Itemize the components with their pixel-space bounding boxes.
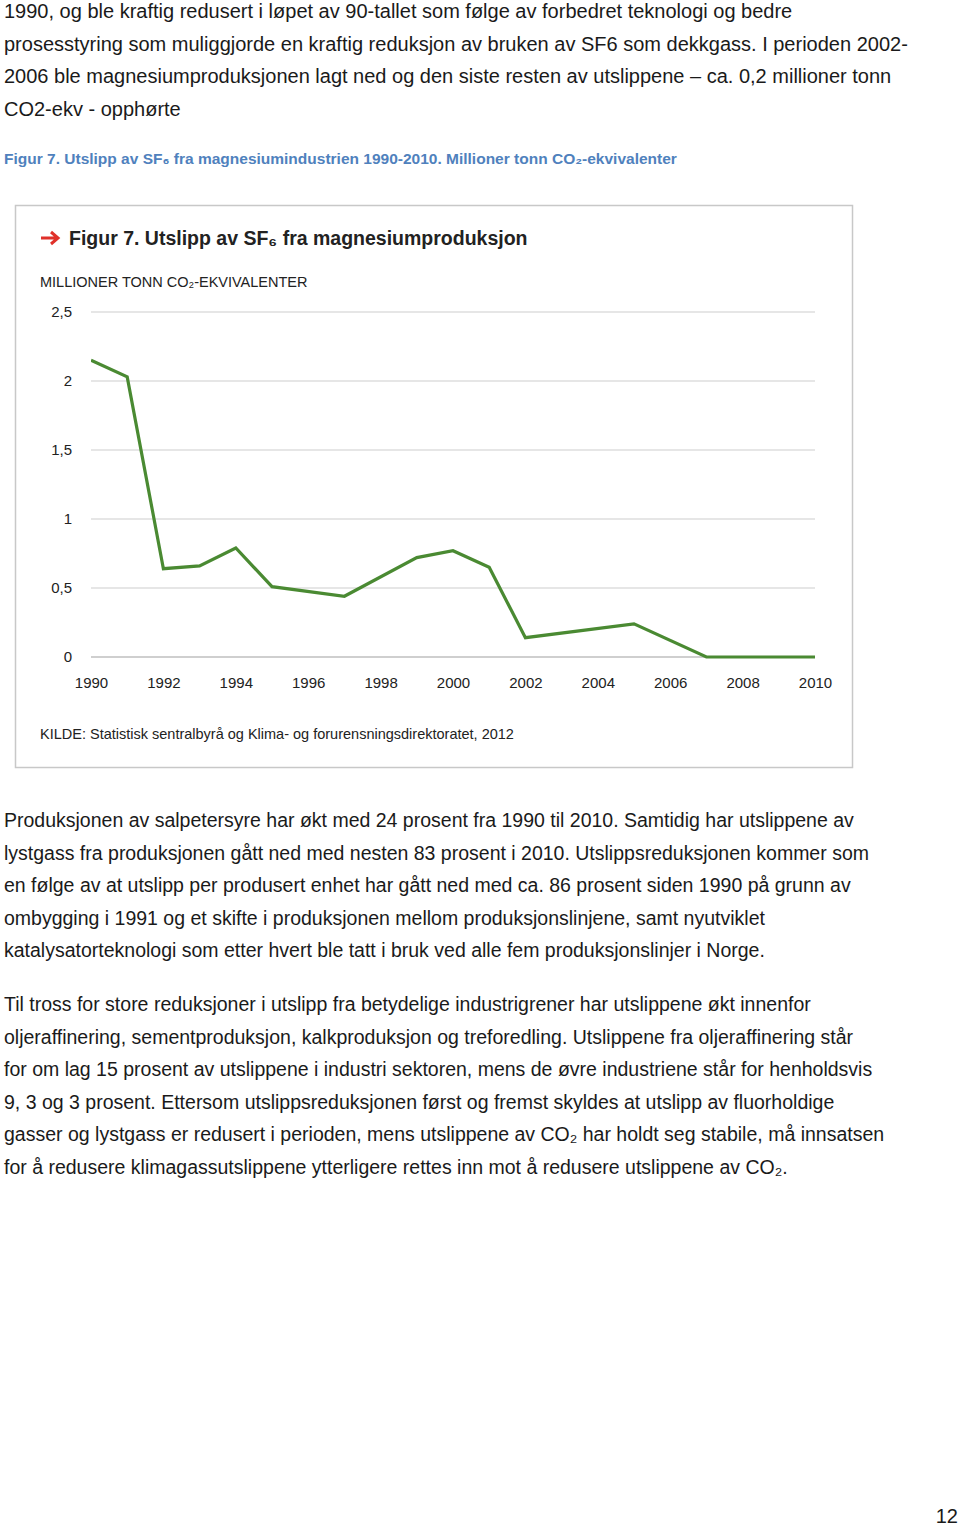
x-tick: 1998 bbox=[364, 674, 397, 691]
x-tick: 1994 bbox=[220, 674, 253, 691]
body-line: CO2-ekv - opphørte bbox=[4, 98, 181, 120]
x-tick-label: 2008 bbox=[726, 674, 759, 691]
y-tick-label: 2 bbox=[64, 372, 72, 389]
body-line: en følge av at utslipp per produsert enh… bbox=[4, 874, 851, 896]
chart-frame bbox=[16, 206, 853, 768]
figure-caption: Figur 7. Utslipp av SF₆ fra magnesiumind… bbox=[4, 150, 677, 167]
page: 1990, og ble kraftig redusert i løpet av… bbox=[0, 0, 960, 1526]
x-tick: 1992 bbox=[147, 674, 180, 691]
y-axis: 0 0,5 1 1,5 2 2,5 bbox=[51, 303, 72, 665]
x-tick: 2010 bbox=[799, 674, 832, 691]
body-line: 9, 3 og 3 prosent. Ettersom utslippsredu… bbox=[4, 1091, 834, 1113]
body-line: 2006 ble magnesiumproduksjonen lagt ned … bbox=[4, 65, 891, 87]
y-axis-line bbox=[72, 313, 73, 658]
body-line: 1990, og ble kraftig redusert i løpet av… bbox=[4, 0, 792, 22]
body-line: oljeraffinering, sementproduksjon, kalkp… bbox=[4, 1026, 854, 1048]
x-tick: 2002 bbox=[509, 674, 542, 691]
x-tick-label: 1992 bbox=[147, 674, 180, 691]
x-tick-label: 2004 bbox=[582, 674, 615, 691]
y-tick: 0,5 bbox=[51, 579, 72, 596]
x-tick: 2006 bbox=[654, 674, 687, 691]
x-tick-label: 2010 bbox=[799, 674, 832, 691]
body-line: lystgass fra produksjonen gått ned med n… bbox=[4, 842, 869, 864]
body-line: for å redusere klimagassutslippene ytter… bbox=[4, 1156, 788, 1178]
body-line: prosesstyring som muliggjorde en kraftig… bbox=[4, 33, 908, 55]
x-tick: 2000 bbox=[437, 674, 470, 691]
chart-title: Figur 7. Utslipp av SF₆ fra magnesiumpro… bbox=[69, 227, 528, 249]
grid bbox=[91, 312, 815, 657]
y-tick-label: 1 bbox=[64, 510, 72, 527]
series-line bbox=[91, 360, 815, 657]
grid-line bbox=[91, 449, 815, 451]
x-tick: 1996 bbox=[292, 674, 325, 691]
x-tick: 2004 bbox=[582, 674, 615, 691]
grid-line bbox=[91, 311, 815, 313]
y-tick-label: 1,5 bbox=[51, 441, 72, 458]
title-arrow bbox=[41, 232, 58, 244]
body-line: gasser og lystgass er redusert i periode… bbox=[4, 1123, 884, 1145]
grid-line bbox=[91, 380, 815, 382]
x-axis: 1990 1992 1994 1996 1998 2000 2002 2004 2006 2008… bbox=[75, 674, 832, 691]
body-line: ombygging i 1991 og et skifte i produksj… bbox=[4, 907, 765, 929]
x-tick-label: 2002 bbox=[509, 674, 542, 691]
body-line: Til tross for store reduksjoner i utslip… bbox=[4, 993, 811, 1015]
x-tick-label: 1990 bbox=[75, 674, 108, 691]
y-tick-label: 0 bbox=[64, 648, 72, 665]
y-tick: 2 bbox=[64, 372, 72, 389]
y-axis-title: MILLIONER TONN CO₂-EKVIVALENTER bbox=[40, 274, 308, 290]
y-tick: 0 bbox=[64, 648, 72, 665]
x-tick-label: 2000 bbox=[437, 674, 470, 691]
x-tick: 2008 bbox=[726, 674, 759, 691]
grid-line bbox=[91, 587, 815, 589]
page-number: 12 bbox=[936, 1505, 958, 1526]
y-tick-label: 2,5 bbox=[51, 303, 72, 320]
chart-source: KILDE: Statistisk sentralbyrå og Klima- … bbox=[40, 726, 514, 742]
grid-line bbox=[91, 518, 815, 520]
x-tick-label: 1998 bbox=[364, 674, 397, 691]
x-tick-label: 1994 bbox=[220, 674, 253, 691]
body-line: Produksjonen av salpetersyre har økt med… bbox=[4, 809, 854, 831]
y-tick: 2,5 bbox=[51, 303, 72, 320]
y-tick: 1,5 bbox=[51, 441, 72, 458]
y-tick-label: 0,5 bbox=[51, 579, 72, 596]
plot-area bbox=[91, 360, 815, 657]
y-tick: 1 bbox=[64, 510, 72, 527]
body-line: for om lag 15 prosent av utslippene i in… bbox=[4, 1058, 872, 1080]
body-line: katalysatorteknologi som etter hvert ble… bbox=[4, 939, 765, 961]
x-tick-label: 2006 bbox=[654, 674, 687, 691]
x-tick: 1990 bbox=[75, 674, 108, 691]
x-tick-label: 1996 bbox=[292, 674, 325, 691]
